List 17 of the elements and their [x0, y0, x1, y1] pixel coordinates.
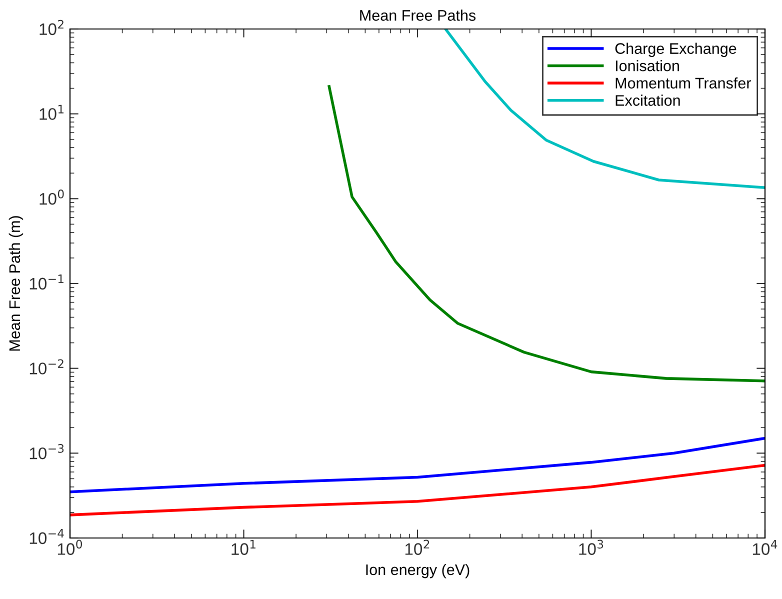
y-tick-label: 10$^{−1}$ — [30, 274, 64, 290]
x-axis-title: Ion energy (eV) — [366, 564, 470, 578]
x-tick-label: 10$^{4}$ — [752, 540, 778, 555]
legend-label: Momentum Transfer — [616, 77, 752, 89]
y-tick-label: 10$^{−3}$ — [30, 444, 64, 460]
y-tick-label: 10$^{−2}$ — [30, 359, 64, 374]
legend-label: Ionisation — [616, 60, 679, 72]
legend-label: Charge Exchange — [615, 42, 736, 57]
y-tick-label: 10$^{1}$ — [40, 104, 64, 120]
x-tick-label: 10$^{2}$ — [405, 540, 430, 555]
legend-label: Excitation — [616, 94, 680, 106]
x-tick-label: 10$^{1}$ — [232, 540, 256, 555]
chart-title: Mean Free Paths — [360, 10, 476, 21]
y-tick-label: 10$^{2}$ — [40, 20, 64, 36]
y-axis-title: Mean Free Path (m) — [8, 216, 24, 351]
y-tick-label: 10$^{0}$ — [40, 190, 64, 205]
x-tick-label: 10$^{3}$ — [579, 540, 604, 555]
